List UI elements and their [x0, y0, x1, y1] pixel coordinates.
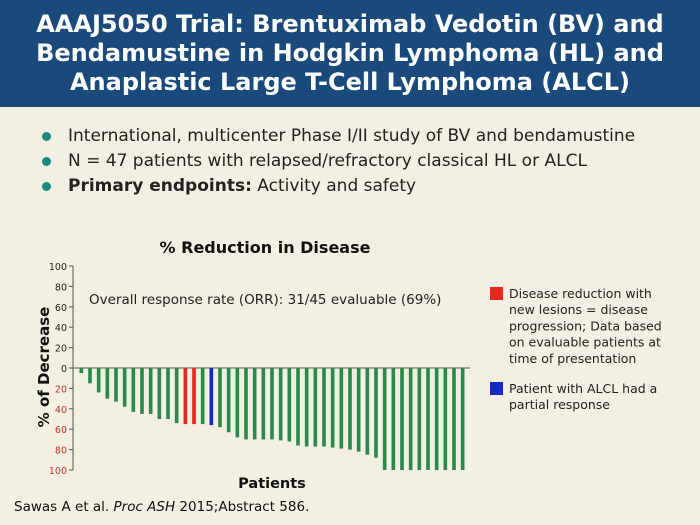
legend-text: new lesions = disease	[509, 302, 648, 317]
legend-text: time of presentation	[509, 351, 636, 366]
bullet-item: Primary endpoints: Activity and safety	[40, 176, 680, 196]
patient-bar	[226, 368, 231, 433]
legend-swatch	[490, 382, 503, 395]
y-tick-label: 80	[55, 282, 67, 293]
patient-bar	[426, 368, 430, 470]
patient-bar	[88, 368, 92, 384]
patient-bar	[114, 368, 118, 402]
chart-title: % Reduction in Disease	[160, 238, 371, 257]
patient-bar	[382, 368, 387, 470]
patient-bar	[313, 368, 318, 447]
patient-bar	[434, 368, 439, 470]
bullet-bold: Primary endpoints:	[68, 176, 252, 196]
legend-text: Patient with ALCL had a	[509, 381, 657, 396]
slide-header: AAAJ5050 Trial: Brentuximab Vedotin (BV)…	[0, 0, 700, 107]
patient-bar	[235, 368, 240, 438]
bullet-list: International, multicenter Phase I/II st…	[40, 126, 680, 201]
patient-bar	[140, 368, 144, 414]
patient-bar	[192, 368, 196, 425]
legend-text: on evaluable patients at	[509, 335, 661, 350]
patient-bar	[287, 368, 292, 442]
patient-bar	[148, 368, 153, 414]
legend-text: Disease reduction with	[509, 286, 652, 301]
patient-bar	[96, 368, 101, 393]
patient-bar	[252, 368, 257, 440]
patient-bar	[218, 368, 222, 428]
y-tick-label: 100	[49, 262, 67, 273]
patient-bar	[261, 368, 266, 440]
patient-bar	[391, 368, 396, 470]
patient-bar	[183, 368, 188, 425]
patient-bar	[244, 368, 248, 440]
title-line: AAAJ5050 Trial: Brentuximab Vedotin (BV)…	[36, 10, 664, 38]
y-tick-label: 60	[55, 303, 67, 314]
title-line: Bendamustine in Hodgkin Lymphoma (HL) an…	[36, 39, 664, 67]
title-line: Anaplastic Large T-Cell Lymphoma (ALCL)	[69, 68, 630, 96]
y-tick-label: 40	[55, 323, 67, 334]
patient-bar	[408, 368, 413, 470]
citation-suffix: 2015;Abstract 586.	[175, 499, 310, 515]
patient-bar	[278, 368, 283, 441]
y-tick-label: 20	[55, 344, 67, 355]
bullet-text: Activity and safety	[251, 176, 417, 196]
patient-bar	[400, 368, 404, 470]
patient-bar	[209, 368, 214, 426]
y-tick-label: 80	[55, 446, 67, 457]
bullet-text: International, multicenter Phase I/II st…	[68, 126, 636, 146]
patient-bar	[417, 368, 422, 470]
legend-swatch	[490, 287, 503, 300]
slide-title: AAAJ5050 Trial: Brentuximab Vedotin (BV)…	[24, 10, 676, 97]
orr-annotation: Overall response rate (ORR): 31/45 evalu…	[89, 292, 441, 308]
patient-bar	[365, 368, 370, 455]
y-tick-label: 40	[55, 405, 67, 416]
bullet-dot-icon	[42, 132, 51, 141]
citation-prefix: Sawas A et al.	[14, 499, 114, 515]
patient-bar	[174, 368, 179, 424]
patient-bar	[105, 368, 110, 399]
y-tick-label: 20	[55, 384, 67, 395]
patient-bar	[356, 368, 361, 452]
patient-bar	[131, 368, 136, 412]
bullet-text: N = 47 patients with relapsed/refractory…	[68, 151, 587, 171]
patient-bar	[304, 368, 309, 447]
patient-bar	[79, 368, 84, 374]
citation: Sawas A et al. Proc ASH 2015;Abstract 58…	[14, 499, 309, 515]
patient-bar	[296, 368, 300, 446]
bullet-dot-icon	[42, 182, 51, 191]
citation-journal: Proc ASH	[113, 499, 176, 515]
y-axis-label: % of Decrease	[35, 307, 53, 428]
y-tick-label: 60	[55, 425, 67, 436]
patient-bar	[122, 368, 127, 407]
x-axis-label: Patients	[238, 476, 306, 492]
y-tick-label: 0	[61, 364, 67, 375]
patient-bar	[443, 368, 448, 470]
bullet-item: N = 47 patients with relapsed/refractory…	[40, 151, 680, 171]
patient-bar	[166, 368, 170, 419]
patient-bar	[460, 368, 465, 470]
patient-bar	[270, 368, 274, 440]
bullet-item: International, multicenter Phase I/II st…	[40, 126, 680, 146]
legend-text: progression; Data based	[509, 318, 662, 333]
legend-text: partial response	[509, 397, 610, 412]
patient-bar	[157, 368, 162, 419]
patient-bar	[322, 368, 326, 447]
bars	[79, 368, 465, 470]
patient-bar	[330, 368, 335, 448]
patient-bar	[452, 368, 456, 470]
patient-bar	[200, 368, 205, 425]
patient-bar	[374, 368, 378, 458]
patient-bar	[348, 368, 352, 450]
bullet-dot-icon	[42, 157, 51, 166]
y-tick-label: 100	[49, 466, 67, 477]
patient-bar	[339, 368, 344, 449]
